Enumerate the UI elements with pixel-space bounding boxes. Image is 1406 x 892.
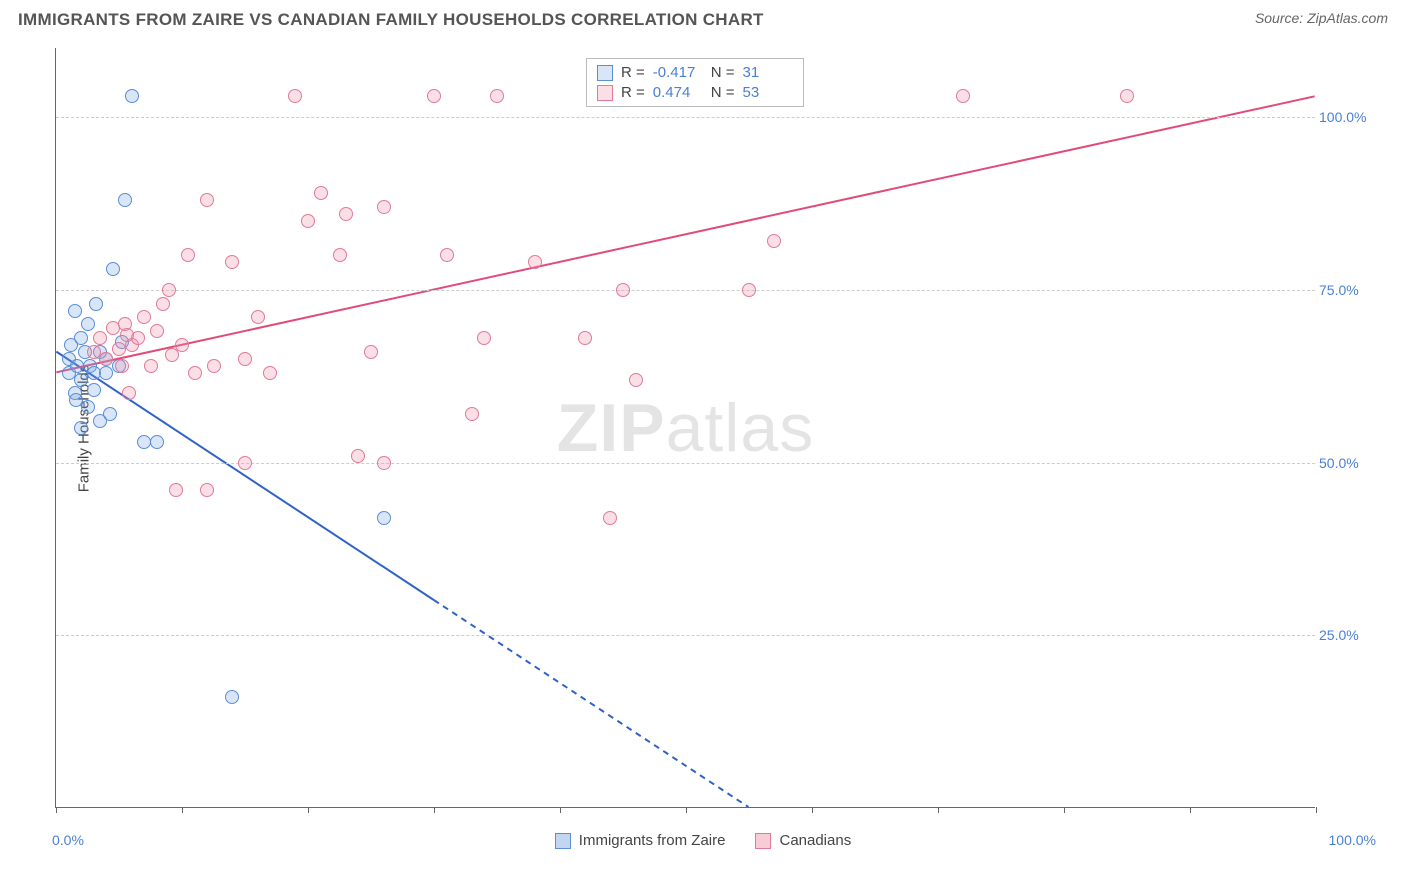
gridline	[56, 290, 1315, 291]
scatter-point-zaire	[87, 383, 101, 397]
legend-item: Canadians	[755, 832, 851, 849]
chart-title: IMMIGRANTS FROM ZAIRE VS CANADIAN FAMILY…	[18, 10, 764, 30]
chart-header: IMMIGRANTS FROM ZAIRE VS CANADIAN FAMILY…	[0, 0, 1406, 36]
scatter-point-canadians	[99, 352, 113, 366]
scatter-point-canadians	[200, 483, 214, 497]
scatter-point-canadians	[251, 310, 265, 324]
scatter-point-canadians	[301, 214, 315, 228]
x-tick	[1190, 807, 1191, 813]
scatter-point-canadians	[767, 234, 781, 248]
scatter-point-zaire	[74, 373, 88, 387]
scatter-point-canadians	[144, 359, 158, 373]
scatter-point-canadians	[956, 89, 970, 103]
scatter-point-zaire	[74, 331, 88, 345]
scatter-point-canadians	[440, 248, 454, 262]
plot-area: ZIPatlas 25.0%50.0%75.0%100.0%R = -0.417…	[55, 48, 1315, 808]
legend-item: Immigrants from Zaire	[555, 832, 726, 849]
scatter-point-canadians	[333, 248, 347, 262]
scatter-point-canadians	[465, 407, 479, 421]
scatter-point-zaire	[74, 421, 88, 435]
scatter-point-canadians	[207, 359, 221, 373]
scatter-point-canadians	[616, 283, 630, 297]
scatter-point-canadians	[238, 456, 252, 470]
scatter-point-canadians	[175, 338, 189, 352]
scatter-point-canadians	[490, 89, 504, 103]
trendlines-layer	[56, 48, 1315, 807]
scatter-point-canadians	[377, 200, 391, 214]
scatter-point-canadians	[427, 89, 441, 103]
correlation-row-zaire: R = -0.417N = 31	[597, 64, 793, 81]
x-tick	[308, 807, 309, 813]
scatter-point-zaire	[103, 407, 117, 421]
y-tick-label: 75.0%	[1319, 282, 1373, 298]
scatter-point-canadians	[314, 186, 328, 200]
scatter-point-canadians	[120, 328, 134, 342]
y-tick-label: 50.0%	[1319, 455, 1373, 471]
scatter-point-canadians	[339, 207, 353, 221]
scatter-point-canadians	[742, 283, 756, 297]
scatter-point-canadians	[137, 310, 151, 324]
scatter-point-zaire	[150, 435, 164, 449]
x-tick	[182, 807, 183, 813]
scatter-point-canadians	[351, 449, 365, 463]
scatter-point-canadians	[364, 345, 378, 359]
scatter-point-canadians	[156, 297, 170, 311]
scatter-point-zaire	[69, 393, 83, 407]
watermark: ZIPatlas	[557, 389, 814, 467]
x-tick	[686, 807, 687, 813]
scatter-point-zaire	[125, 89, 139, 103]
scatter-point-canadians	[122, 386, 136, 400]
x-tick	[560, 807, 561, 813]
scatter-point-canadians	[1120, 89, 1134, 103]
x-tick	[812, 807, 813, 813]
scatter-point-zaire	[118, 193, 132, 207]
scatter-point-zaire	[89, 297, 103, 311]
x-tick	[1316, 807, 1317, 813]
scatter-point-canadians	[528, 255, 542, 269]
scatter-point-canadians	[93, 331, 107, 345]
scatter-point-zaire	[99, 366, 113, 380]
x-tick	[938, 807, 939, 813]
x-tick	[1064, 807, 1065, 813]
gridline	[56, 635, 1315, 636]
plot-wrap: ZIPatlas 25.0%50.0%75.0%100.0%R = -0.417…	[55, 48, 1365, 828]
scatter-point-canadians	[188, 366, 202, 380]
scatter-point-canadians	[200, 193, 214, 207]
scatter-point-canadians	[477, 331, 491, 345]
scatter-point-canadians	[578, 331, 592, 345]
correlation-row-canadians: R = 0.474N = 53	[597, 84, 793, 101]
y-tick-label: 100.0%	[1319, 109, 1373, 125]
scatter-point-canadians	[225, 255, 239, 269]
scatter-point-canadians	[115, 359, 129, 373]
scatter-point-zaire	[106, 262, 120, 276]
scatter-point-canadians	[263, 366, 277, 380]
scatter-point-canadians	[181, 248, 195, 262]
gridline	[56, 117, 1315, 118]
scatter-point-zaire	[377, 511, 391, 525]
scatter-point-zaire	[68, 304, 82, 318]
scatter-point-canadians	[238, 352, 252, 366]
scatter-point-canadians	[162, 283, 176, 297]
scatter-point-canadians	[150, 324, 164, 338]
scatter-point-canadians	[629, 373, 643, 387]
scatter-point-canadians	[169, 483, 183, 497]
correlation-legend: R = -0.417N = 31 R = 0.474N = 53	[586, 58, 804, 107]
scatter-point-canadians	[377, 456, 391, 470]
x-axis-legend: Immigrants from Zaire Canadians	[0, 832, 1406, 849]
x-tick	[434, 807, 435, 813]
scatter-point-canadians	[288, 89, 302, 103]
x-tick	[56, 807, 57, 813]
scatter-point-zaire	[225, 690, 239, 704]
scatter-point-canadians	[603, 511, 617, 525]
y-tick-label: 25.0%	[1319, 627, 1373, 643]
scatter-point-zaire	[81, 317, 95, 331]
source-label: Source: ZipAtlas.com	[1255, 10, 1388, 26]
